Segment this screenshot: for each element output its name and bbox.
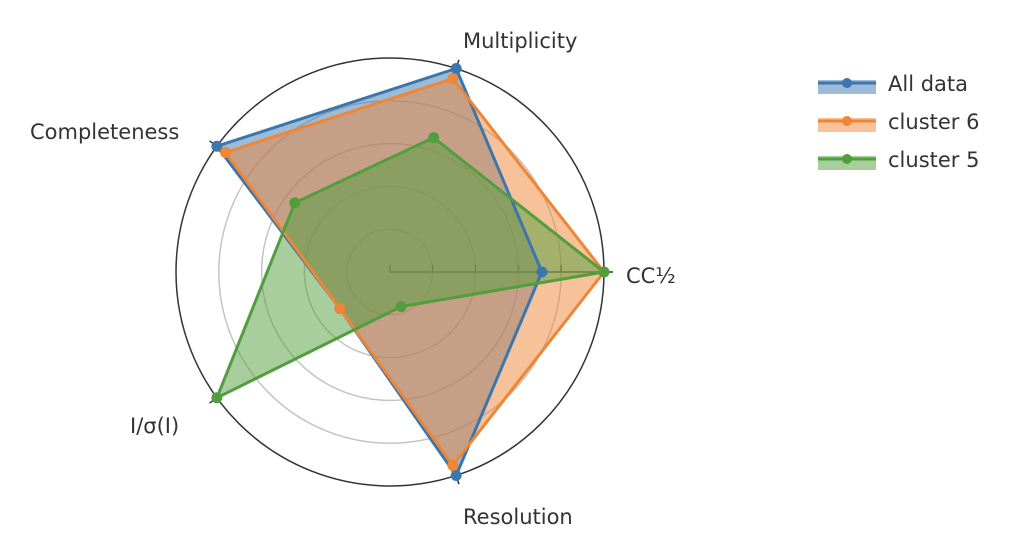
data-point-cluster-6	[334, 302, 346, 314]
axis-label-multiplicity: Multiplicity	[463, 29, 577, 53]
legend-label-all-data: All data	[888, 72, 968, 96]
data-point-cluster-5	[598, 266, 610, 278]
legend-marker-cluster-6	[842, 116, 852, 126]
data-point-all-data	[450, 470, 462, 482]
legend-item-cluster-6[interactable]: cluster 6	[818, 110, 979, 134]
data-point-all-data	[450, 62, 462, 74]
axis-label-completeness: Completeness	[30, 120, 179, 144]
data-point-cluster-5	[211, 392, 223, 404]
axis-label-resolution: Resolution	[463, 505, 573, 529]
axis-label-i-over-sigma: I/σ(I)	[130, 414, 179, 438]
axis-labels: CC½ Multiplicity Completeness I/σ(I) Res…	[30, 29, 676, 529]
data-point-cluster-6	[220, 147, 232, 159]
legend: All data cluster 6 cluster 5	[818, 72, 979, 172]
data-point-cluster-6	[447, 459, 459, 471]
data-point-cluster-5	[428, 132, 440, 144]
radar-series	[211, 62, 610, 482]
series-line-cluster-5	[215, 136, 606, 400]
legend-item-cluster-5[interactable]: cluster 5	[818, 148, 979, 172]
series-area-cluster-5	[216, 137, 604, 398]
data-point-cluster-5	[289, 197, 301, 209]
legend-label-cluster-6: cluster 6	[888, 110, 979, 134]
legend-marker-cluster-5	[842, 154, 852, 164]
data-point-all-data	[536, 266, 548, 278]
legend-label-cluster-5: cluster 5	[888, 148, 979, 172]
data-point-all-data	[211, 140, 223, 152]
data-point-cluster-5	[395, 301, 407, 313]
legend-item-all-data[interactable]: All data	[818, 72, 968, 96]
axis-label-cc-half: CC½	[626, 264, 676, 288]
data-point-cluster-6	[447, 73, 459, 85]
legend-marker-all-data	[842, 78, 852, 88]
